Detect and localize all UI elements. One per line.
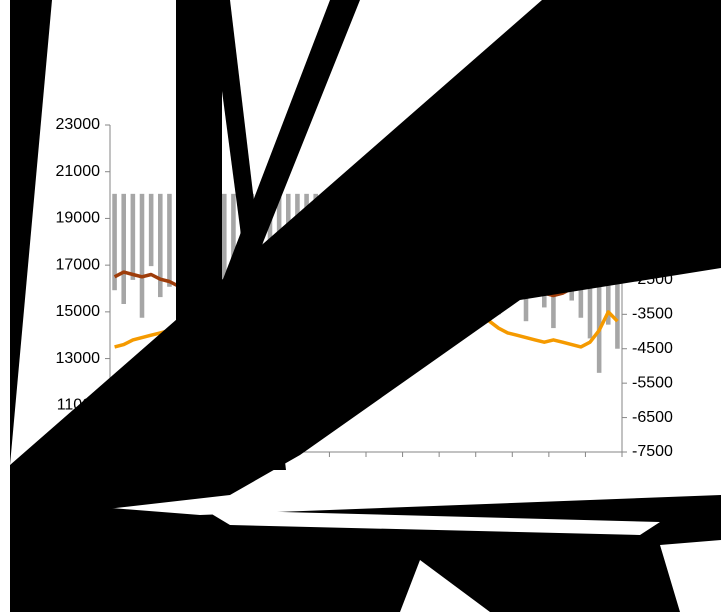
y-tick-label: 15000: [56, 303, 101, 320]
y2-tick-label: -7500: [632, 443, 673, 460]
bar: [158, 193, 163, 298]
bar: [139, 193, 145, 318]
black-shape: [10, 0, 52, 465]
bar: [112, 193, 117, 291]
bar: [167, 193, 172, 287]
y2-tick-label: -4500: [632, 340, 673, 357]
bar: [121, 193, 126, 304]
y2-tick-label: -6500: [632, 409, 673, 426]
y-tick-label: 21000: [56, 163, 101, 180]
y-tick-label: 17000: [56, 256, 101, 273]
y2-tick-label: -5500: [632, 374, 673, 391]
black-shape: [215, 0, 360, 300]
white-sliver: [400, 560, 490, 612]
y2-tick-label: -3500: [632, 306, 673, 323]
black-shape: [10, 495, 721, 612]
black-shape: [10, 0, 721, 520]
y-tick-label: 13000: [56, 350, 101, 367]
y-tick-label: 19000: [56, 210, 101, 227]
bar: [130, 193, 136, 280]
y-tick-label: 23000: [56, 116, 101, 133]
bar: [148, 193, 154, 267]
bar: [222, 193, 227, 294]
white-sliver: [205, 510, 660, 535]
occlusion: [10, 0, 721, 612]
